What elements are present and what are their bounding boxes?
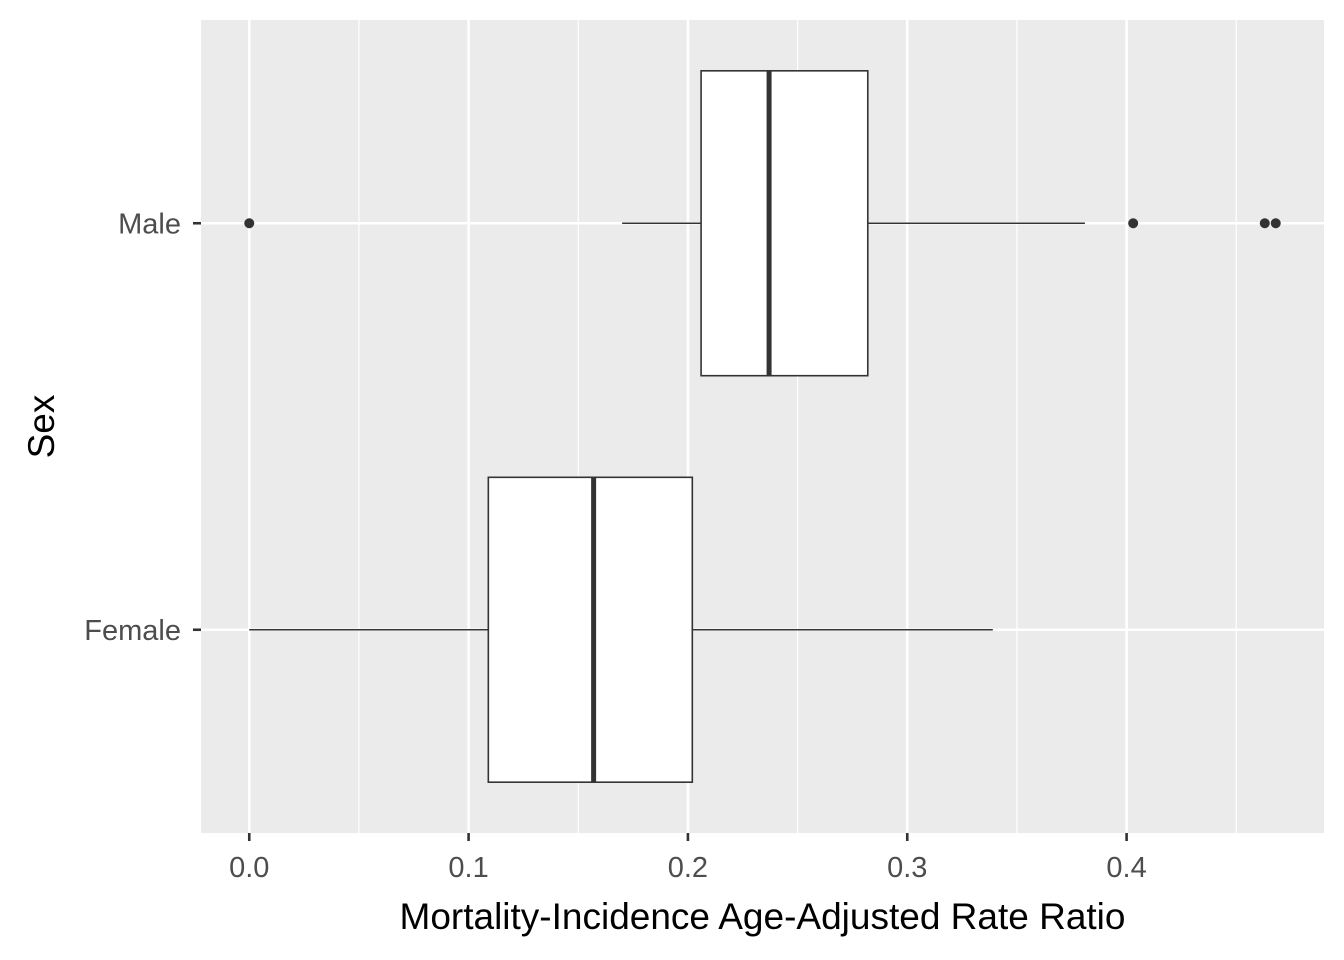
box-female xyxy=(249,476,993,783)
box-male xyxy=(244,70,1281,377)
outlier-point xyxy=(244,218,255,229)
y-axis: Male Female xyxy=(84,208,201,647)
y-tick-label: Female xyxy=(84,615,181,647)
x-tick-label: 0.0 xyxy=(229,852,269,884)
outlier-point xyxy=(1270,218,1281,229)
x-axis-title: Mortality-Incidence Age-Adjusted Rate Ra… xyxy=(400,896,1126,937)
x-tick-label: 0.4 xyxy=(1106,852,1146,884)
x-tick-label: 0.3 xyxy=(887,852,927,884)
outlier-point xyxy=(1259,218,1270,229)
box-layer xyxy=(244,70,1281,783)
y-axis-title: Sex xyxy=(21,394,62,458)
box-iqr xyxy=(487,476,694,783)
x-tick-label: 0.1 xyxy=(448,852,488,884)
box-iqr xyxy=(700,70,869,377)
x-tick-label: 0.2 xyxy=(668,852,708,884)
y-tick-label: Male xyxy=(118,208,181,240)
x-axis: 0.0 0.1 0.2 0.3 0.4 xyxy=(229,833,1147,884)
outlier-point xyxy=(1128,218,1139,229)
